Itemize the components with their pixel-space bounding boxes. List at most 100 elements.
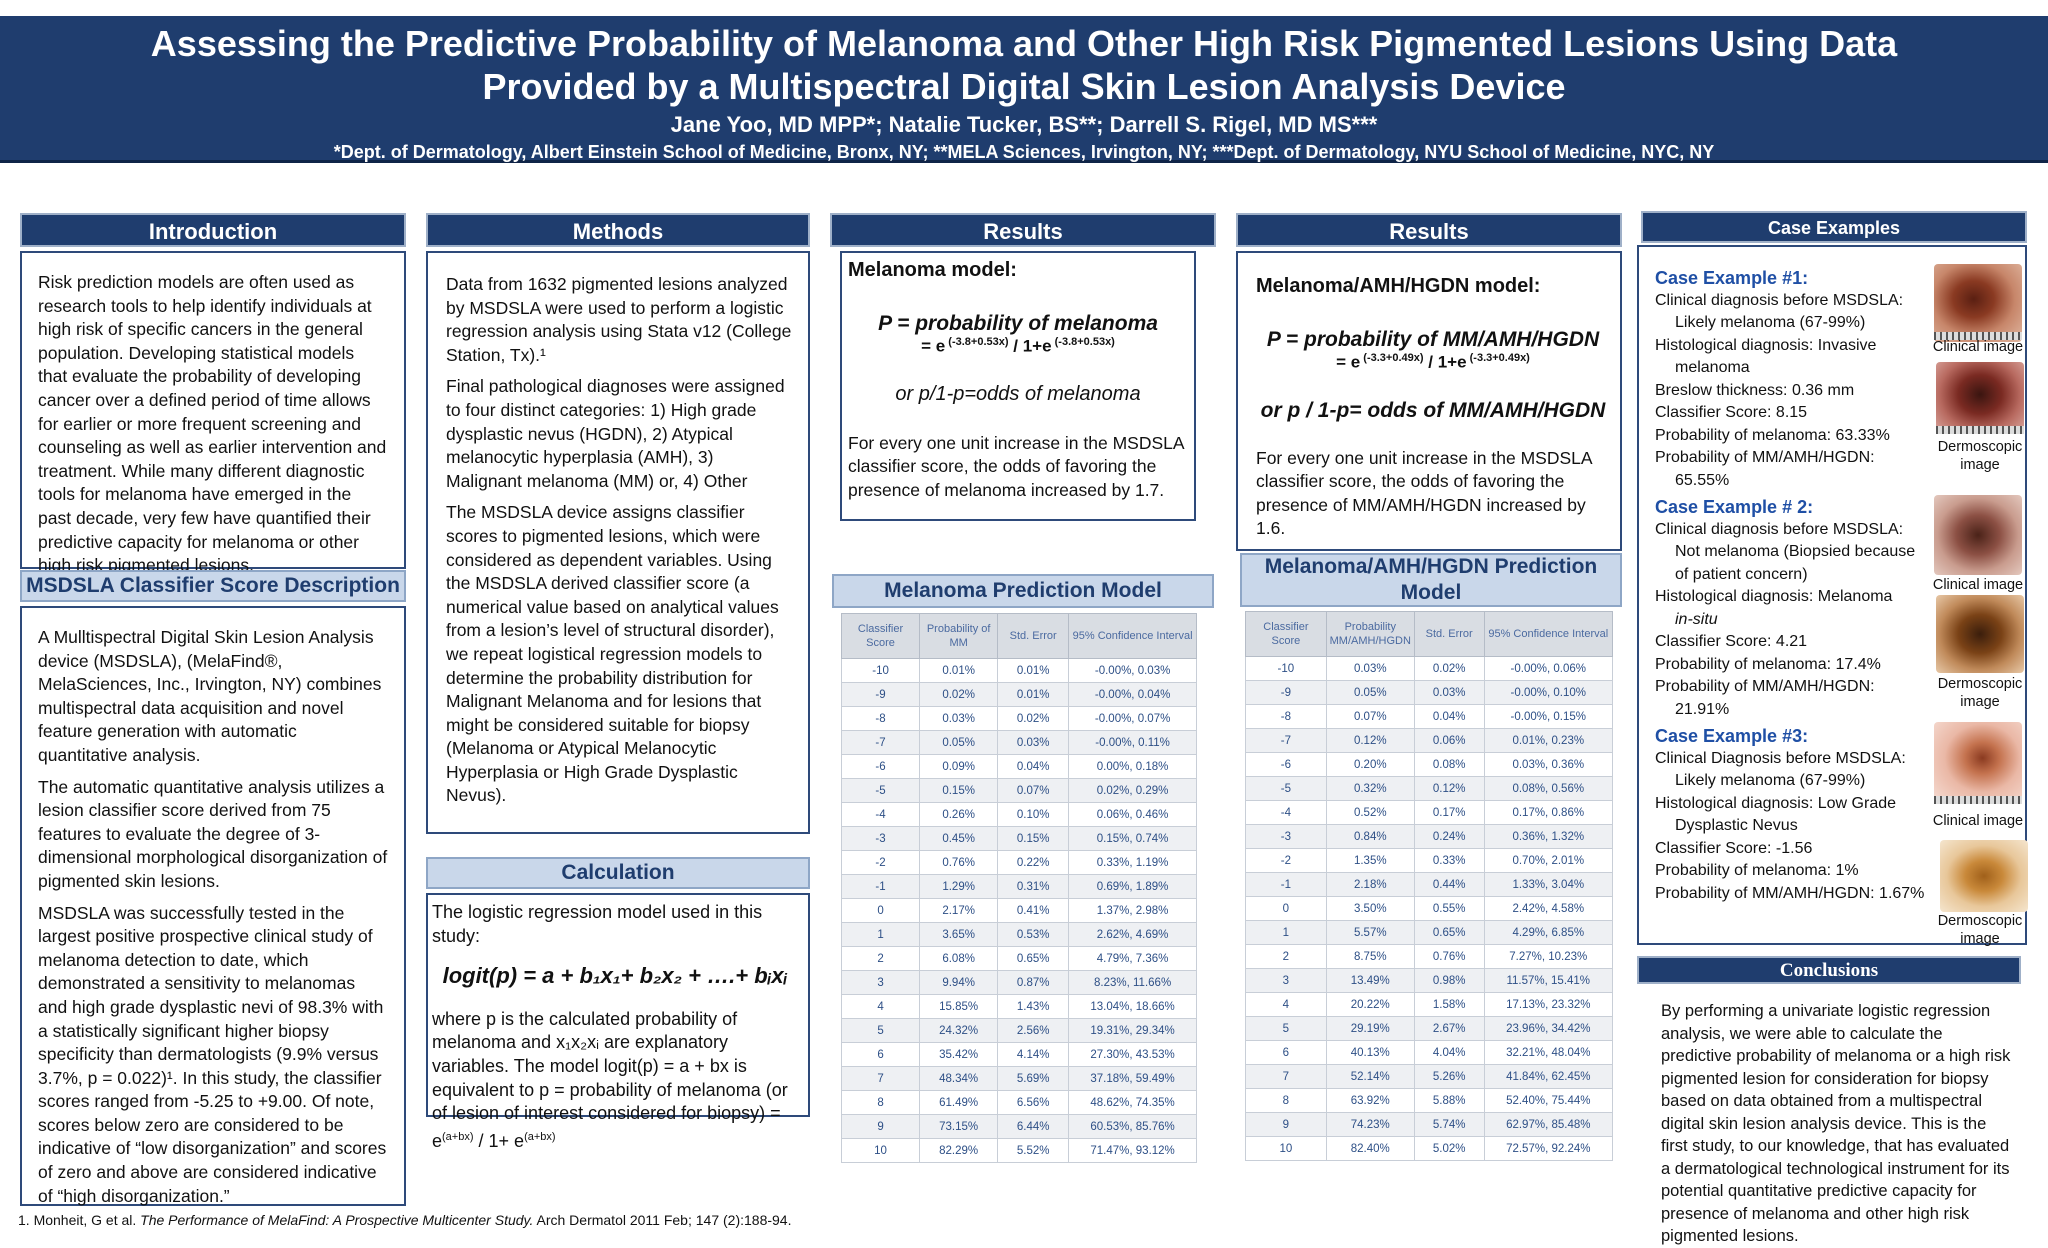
table-cell: 0.03% [919, 706, 999, 731]
table-cell: 0.00%, 0.18% [1068, 754, 1197, 779]
column-header: Std. Error [997, 613, 1070, 659]
table-cell: 13.49% [1325, 968, 1415, 993]
table-cell: 0.03% [1413, 680, 1485, 705]
table-cell: -0.00%, 0.10% [1483, 680, 1614, 705]
case2-line: Clinical diagnosis before MSDSLA: [1655, 520, 1904, 538]
table-row: -4 0.52% 0.17% 0.17%, 0.86% [1245, 800, 1614, 825]
table-cell: 19.31%, 29.34% [1068, 1018, 1197, 1043]
table-cell: 9 [840, 1114, 921, 1139]
mm-odds: or p / 1-p= odds of MM/AMH/HGDN [1260, 398, 1606, 422]
table-row: -10 0.01% 0.01% -0.00%, 0.03% [840, 658, 1197, 683]
table-cell: 0.07% [1325, 704, 1415, 729]
table-cell: 0.33% [1413, 848, 1485, 873]
case3-dermoscopic-caption: Dermoscopic image [1937, 913, 2023, 947]
table-cell: 4 [840, 994, 921, 1019]
table-cell: 3 [840, 970, 921, 995]
table-cell: 11.57%, 15.41% [1483, 968, 1614, 993]
table-row: 8 63.92% 5.88% 52.40%, 75.44% [1245, 1088, 1614, 1113]
table-cell: 0.87% [997, 970, 1070, 995]
table-cell: -9 [840, 682, 921, 707]
table-cell: 0.65% [997, 946, 1070, 971]
methods-box: Data from 1632 pigmented lesions analyze… [426, 251, 810, 834]
results2-heading: Results [1236, 213, 1622, 247]
table-cell: 1.37%, 2.98% [1068, 898, 1197, 923]
table-cell: 2.67% [1413, 1016, 1485, 1041]
table-cell: 8 [840, 1090, 921, 1115]
table-cell: 0.12% [1413, 776, 1485, 801]
case1-line: Classifier Score: 8.15 [1655, 404, 1808, 421]
table-cell: 0.02% [1413, 656, 1485, 681]
table-cell: -8 [840, 706, 921, 731]
table-cell: -6 [1245, 752, 1327, 777]
table-cell: 0.52% [1325, 800, 1415, 825]
table-cell: 0.08% [1413, 752, 1485, 777]
table-cell: 0.01% [997, 658, 1070, 683]
table-cell: 0.17% [1413, 800, 1485, 825]
table-cell: -4 [1245, 800, 1327, 825]
table-cell: 62.97%, 85.48% [1483, 1112, 1614, 1137]
case-examples-heading: Case Examples [1641, 211, 2027, 243]
table-row: 6 40.13% 4.04% 32.21%, 48.04% [1245, 1040, 1614, 1065]
case2-line: Probability of MM/AMH/HGDN: [1655, 678, 1875, 695]
table-cell: 0.02% [997, 706, 1070, 731]
table-cell: 0.05% [919, 730, 999, 755]
methods-p1: Data from 1632 pigmented lesions analyze… [446, 274, 792, 365]
table-cell: 6 [1245, 1040, 1327, 1065]
table-cell: 4.04% [1413, 1040, 1485, 1065]
table-cell: 3.65% [919, 922, 999, 947]
column-header: 95% Confidence Interval [1483, 611, 1614, 657]
table-cell: 0 [1245, 896, 1327, 921]
case2-title: Case Example # 2: [1655, 497, 1814, 517]
table-cell: 0.03%, 0.36% [1483, 752, 1614, 777]
table-cell: 6.44% [997, 1114, 1070, 1139]
table-cell: -10 [840, 658, 921, 683]
table-cell: 1 [1245, 920, 1327, 945]
table-row: 9 73.15% 6.44% 60.53%, 85.76% [840, 1114, 1197, 1139]
case2-line: 21.91% [1675, 700, 1730, 718]
case3-line: Clinical Diagnosis before MSDSLA: [1655, 749, 1906, 767]
table-row: 3 13.49% 0.98% 11.57%, 15.41% [1245, 968, 1614, 993]
melanoma-result-text: For every one unit increase in the MSDSL… [848, 432, 1184, 500]
table-cell: 0.69%, 1.89% [1068, 874, 1197, 899]
table-cell: 4.79%, 7.36% [1068, 946, 1197, 971]
introduction-text: Risk prediction models are often used as… [38, 272, 387, 576]
table-cell: 1 [840, 922, 921, 947]
case1-dermoscopic-caption: Dermoscopic image [1937, 439, 2023, 473]
table-cell: 0.65% [1413, 920, 1485, 945]
table-row: 10 82.29% 5.52% 71.47%, 93.12% [840, 1138, 1197, 1163]
table-cell: 5 [1245, 1016, 1327, 1041]
table-cell: -7 [1245, 728, 1327, 753]
table-cell: -4 [840, 802, 921, 827]
methods-p3: The MSDSLA device assigns classifier sco… [446, 502, 779, 806]
table-cell: -0.00%, 0.04% [1068, 682, 1197, 707]
table-cell: 1.29% [919, 874, 999, 899]
case2-line: Probability of melanoma: 17.4% [1655, 655, 1881, 673]
table-cell: 1.33%, 3.04% [1483, 872, 1614, 897]
table-cell: 4.14% [997, 1042, 1070, 1067]
table-cell: -0.00%, 0.03% [1068, 658, 1197, 683]
conclusions-box: By performing a univariate logistic regr… [1645, 986, 2025, 1245]
case2-line: Classifier Score: 4.21 [1655, 633, 1808, 650]
table-cell: 27.30%, 43.53% [1068, 1042, 1197, 1067]
case2-dermoscopic-image [1936, 595, 2024, 673]
table-cell: -3 [1245, 824, 1327, 849]
table-row: 4 15.85% 1.43% 13.04%, 18.66% [840, 994, 1197, 1019]
table-cell: 60.53%, 85.76% [1068, 1114, 1197, 1139]
table-row: 0 3.50% 0.55% 2.42%, 4.58% [1245, 896, 1614, 921]
melanoma-probability-eq: P = probability of melanoma [878, 312, 1158, 335]
table-cell: 3 [1245, 968, 1327, 993]
table-cell: 52.40%, 75.44% [1483, 1088, 1614, 1113]
case1-line: 65.55% [1675, 471, 1730, 489]
table-cell: 1.43% [997, 994, 1070, 1019]
column-header: 95% Confidence Interval [1068, 613, 1197, 659]
table-row: 5 29.19% 2.67% 23.96%, 34.42% [1245, 1016, 1614, 1041]
table-cell: 0.36%, 1.32% [1483, 824, 1614, 849]
column-header: Classifier Score [1245, 611, 1327, 657]
table-cell: -5 [840, 778, 921, 803]
table-cell: 0.76% [919, 850, 999, 875]
table-cell: 0.04% [997, 754, 1070, 779]
case1-line: Breslow thickness: 0.36 mm [1655, 381, 1855, 399]
case2-clinical-image [1934, 495, 2022, 575]
table-row: 2 6.08% 0.65% 4.79%, 7.36% [840, 946, 1197, 971]
table-cell: 37.18%, 59.49% [1068, 1066, 1197, 1091]
